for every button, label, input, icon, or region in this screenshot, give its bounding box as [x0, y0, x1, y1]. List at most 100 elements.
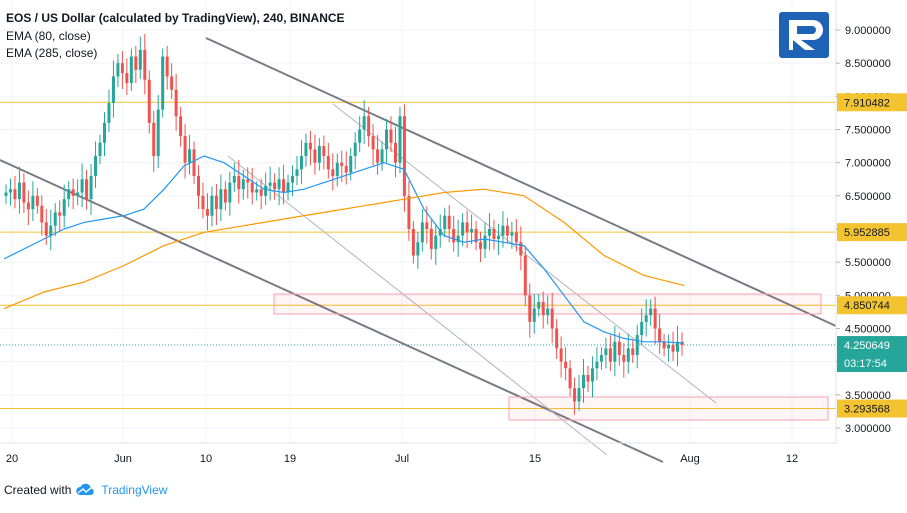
- candle-body: [635, 335, 639, 356]
- candle-body: [205, 209, 209, 216]
- candle-body: [559, 348, 563, 362]
- candle-body: [573, 388, 577, 402]
- candle-body: [35, 195, 39, 206]
- candle-body: [143, 49, 147, 80]
- x-axis[interactable]: 20 Jun 10 19 Jul 15 Aug 12: [6, 453, 798, 465]
- ema285-line: [3, 188, 685, 310]
- candle-body: [129, 56, 133, 84]
- y-tick-label: 3.500000: [845, 390, 891, 402]
- candle-body: [62, 199, 66, 216]
- candle-body: [608, 348, 612, 362]
- bar-countdown-label: 03:17:54: [844, 358, 887, 370]
- candle-body: [268, 182, 272, 186]
- candle-body: [595, 361, 599, 369]
- candle-body: [402, 116, 406, 196]
- tradingview-cloud-icon: [76, 483, 95, 495]
- candle-body: [304, 142, 308, 157]
- candle-body: [4, 192, 8, 196]
- candle-body: [376, 149, 380, 163]
- candle-body: [317, 146, 321, 163]
- candle-body: [67, 189, 71, 200]
- candle-body: [170, 76, 174, 90]
- candle-body: [44, 222, 48, 236]
- indicator-label-ema80[interactable]: EMA (80, close): [6, 29, 91, 43]
- last-price-badge-label: 4.250649: [844, 340, 890, 352]
- y-tick-label: 7.000000: [845, 158, 891, 170]
- candle-body: [282, 179, 286, 193]
- candle-body: [8, 189, 12, 193]
- candle-body: [192, 149, 196, 176]
- candle-body: [241, 179, 245, 190]
- price-level-badge: [837, 296, 907, 315]
- candle-body: [590, 368, 594, 382]
- candle-body: [165, 56, 169, 77]
- y-tick-label: 6.500000: [845, 191, 891, 203]
- candle-body: [152, 122, 156, 157]
- x-tick-label: 10: [200, 453, 212, 465]
- y-tick-label: 3.000000: [845, 423, 891, 435]
- candle-body: [599, 355, 603, 362]
- candle-body: [201, 195, 205, 210]
- candle-body: [582, 374, 586, 389]
- price-level-badge: [837, 93, 907, 112]
- candle-body: [568, 368, 572, 389]
- candle-body: [107, 102, 111, 123]
- candle-body: [389, 129, 393, 143]
- candle-body: [496, 235, 500, 239]
- x-tick-label: Aug: [680, 453, 700, 465]
- candle-body: [13, 189, 17, 200]
- candle-body: [667, 345, 671, 349]
- candle-body: [98, 142, 102, 157]
- candle-body: [223, 189, 227, 203]
- candle-body: [232, 175, 236, 183]
- indicator-label-ema285[interactable]: EMA (285, close): [6, 46, 97, 60]
- candle-body: [644, 315, 648, 322]
- price-level-badge: [837, 399, 907, 418]
- candle-body: [514, 232, 518, 243]
- x-tick-label: Jul: [395, 453, 409, 465]
- footer-brand-link[interactable]: TradingView: [101, 483, 168, 497]
- candle-body: [429, 229, 433, 249]
- candle-body: [273, 182, 277, 190]
- candle-body: [416, 242, 420, 256]
- candle-body: [411, 229, 415, 256]
- candle-body: [604, 348, 608, 356]
- y-tick-label: 4.500000: [845, 324, 891, 336]
- price-level-badge-label: 5.952885: [844, 227, 890, 239]
- candle-body: [398, 116, 402, 163]
- candle-body: [322, 146, 326, 157]
- price-level-badge-label: 4.850744: [844, 300, 890, 312]
- candle-body: [326, 156, 330, 170]
- candle-body: [613, 341, 617, 362]
- candle-body: [550, 308, 554, 329]
- trend-lines: [0, 37, 837, 463]
- ema-series: [3, 155, 685, 344]
- candle-body: [188, 149, 192, 163]
- y-tick-label: 7.500000: [845, 125, 891, 137]
- price-level-badge-label: 3.293568: [844, 404, 890, 416]
- candle-body: [183, 136, 187, 163]
- x-tick-label: 20: [6, 453, 18, 465]
- candle-body: [264, 185, 268, 196]
- candle-body: [40, 205, 44, 223]
- candle-body: [519, 242, 523, 256]
- candle-body: [362, 116, 366, 130]
- candle-body: [138, 49, 142, 70]
- candle-body: [147, 79, 151, 123]
- support-zone: [508, 396, 829, 421]
- candle-body: [340, 162, 344, 166]
- candle-body: [349, 156, 353, 173]
- candle-body: [380, 149, 384, 163]
- candle-body: [237, 175, 241, 190]
- candle-body: [577, 388, 581, 402]
- footer: Created with TradingView: [4, 483, 167, 497]
- candle-body: [80, 179, 84, 193]
- candle-body: [474, 229, 478, 243]
- candle-body: [291, 175, 295, 183]
- candle-body: [631, 348, 635, 356]
- candle-body: [331, 169, 335, 176]
- candle-body: [58, 212, 62, 216]
